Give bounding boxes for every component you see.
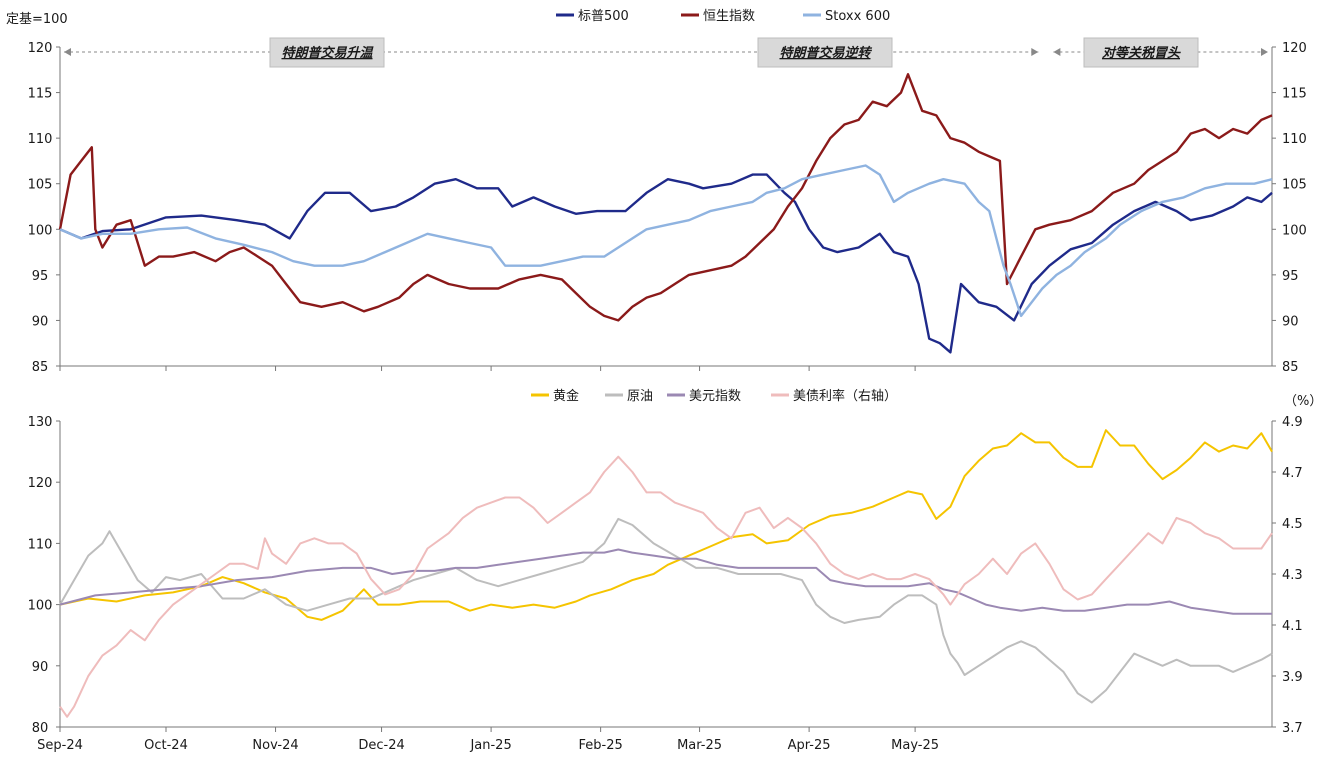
panel2-legend-label-4: 美债利率（右轴） [793, 388, 897, 404]
panel2-x-tick-label: Feb-25 [579, 738, 623, 753]
panel2-right-tick-label: 3.7 [1282, 721, 1303, 736]
panel1-right-tick-label: 110 [1282, 132, 1307, 147]
panel1-left-tick-label: 100 [28, 223, 53, 238]
annotation-arrowhead-right-2 [1031, 48, 1039, 56]
panel2-left-tick-label: 100 [28, 599, 53, 614]
panel2-left-tick-label: 80 [32, 721, 49, 736]
panel1-right-tick-label: 95 [1282, 269, 1299, 284]
panel2-legend-label-2: 原油 [627, 389, 653, 404]
panel2-right-tick-label: 4.1 [1282, 619, 1303, 634]
annotation-arrowhead-right-3 [1261, 48, 1268, 56]
panel2-series-line-1 [59, 429, 1273, 621]
panel2-series-line-4 [59, 455, 1273, 718]
panel1-left-tick-label: 110 [28, 132, 53, 147]
panel1-legend-label-3: Stoxx 600 [825, 9, 890, 24]
panel2-left-tick-label: 110 [28, 537, 53, 552]
panel2-legend-label-1: 黄金 [553, 388, 579, 404]
annotation-box-2 [757, 37, 893, 68]
panel2-left-tick-label: 130 [28, 415, 53, 430]
panel1-left-tick-label: 105 [28, 178, 53, 193]
annotation-box-1 [269, 37, 385, 68]
panel1-series-line-1 [59, 173, 1273, 354]
panel1-right-tick-label: 115 [1282, 87, 1307, 102]
panel2-left-tick-label: 120 [28, 476, 53, 491]
annotation-arrowhead-left-1 [64, 48, 71, 56]
panel1-left-tick-label: 85 [32, 360, 49, 375]
panel1-legend-label-1: 标普500 [578, 9, 629, 24]
annotation-box-3 [1083, 37, 1199, 68]
panel2-x-tick-label: Oct-24 [144, 738, 188, 753]
panel1-left-tick-label: 120 [28, 41, 53, 56]
panel1-right-tick-label: 90 [1282, 314, 1299, 329]
panel1-legend-label-2: 恒生指数 [703, 9, 755, 24]
panel1-series-line-3 [59, 164, 1273, 318]
panel2-right-tick-label: 4.7 [1282, 466, 1303, 481]
panel2-x-tick-label: Nov-24 [252, 738, 298, 753]
panel1-right-tick-label: 105 [1282, 178, 1307, 193]
panel1-left-tick-label: 90 [32, 314, 49, 329]
panel2-x-tick-label: Mar-25 [677, 738, 722, 753]
annotation-label-1: 特朗普交易升温 [281, 45, 374, 61]
panel1-right-tick-label: 85 [1282, 360, 1299, 375]
panel1-left-tick-label: 95 [32, 269, 49, 284]
panel2-legend-label-3: 美元指数 [689, 389, 741, 404]
annotation-label-2: 特朗普交易逆转 [779, 45, 872, 61]
panel1-series-line-2 [58, 73, 1273, 322]
panel2-right-axis-unit: （%） [1284, 394, 1322, 409]
panel2-right-tick-label: 3.9 [1282, 670, 1303, 685]
panel2-series-line-2 [59, 517, 1273, 704]
panel2-x-tick-label: May-25 [891, 738, 939, 753]
panel2-series-line-3 [59, 548, 1272, 615]
panel2-right-tick-label: 4.5 [1282, 517, 1303, 532]
panel1-left-tick-label: 115 [28, 87, 53, 102]
annotation-arrowhead-left-3 [1053, 48, 1061, 56]
panel2-x-tick-label: Jan-25 [469, 738, 511, 753]
panel2-x-tick-label: Sep-24 [37, 738, 83, 753]
panel2-left-tick-label: 90 [32, 660, 49, 675]
panel2-right-tick-label: 4.3 [1282, 568, 1303, 583]
annotation-label-3: 对等关税冒头 [1102, 45, 1181, 61]
panel1-right-tick-label: 120 [1282, 41, 1307, 56]
panel1-right-tick-label: 100 [1282, 223, 1307, 238]
panel1-unit-label: 定基=100 [6, 12, 68, 27]
panel2-x-tick-label: Dec-24 [358, 738, 404, 753]
panel2-right-tick-label: 4.9 [1282, 415, 1303, 430]
panel2-x-tick-label: Apr-25 [788, 738, 831, 753]
